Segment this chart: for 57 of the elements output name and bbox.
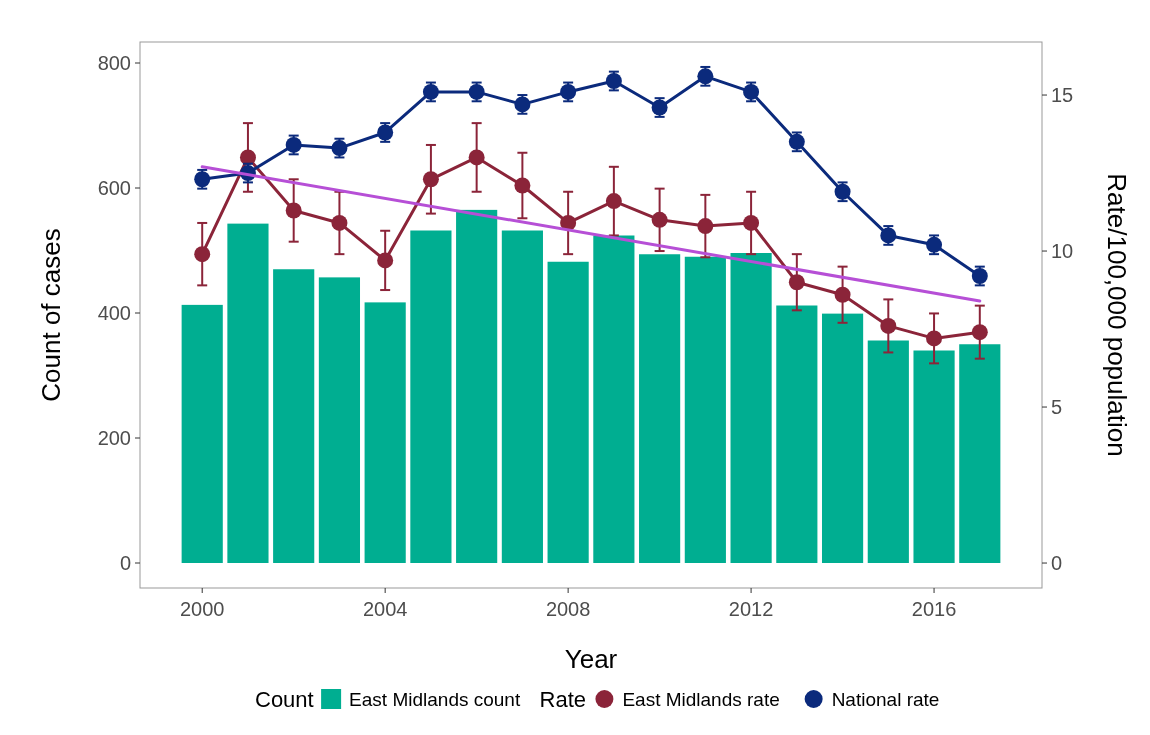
x-tick-label: 2012 bbox=[728, 598, 774, 620]
y-tick-label: 200 bbox=[97, 427, 131, 449]
x-tick-label: 2000 bbox=[179, 598, 225, 620]
point bbox=[377, 252, 394, 269]
bar bbox=[867, 340, 909, 563]
text: Count bbox=[255, 687, 314, 712]
y2-tick-label: 5 bbox=[1051, 396, 1063, 419]
point bbox=[331, 214, 348, 231]
bar bbox=[501, 230, 543, 563]
point bbox=[239, 149, 256, 166]
bar bbox=[730, 253, 772, 563]
point bbox=[194, 246, 211, 263]
bar bbox=[456, 209, 498, 563]
bar bbox=[593, 235, 635, 563]
point bbox=[285, 202, 302, 219]
x-tick-label: 2004 bbox=[362, 598, 408, 620]
y2-tick-label: 0 bbox=[1051, 552, 1063, 575]
bar bbox=[318, 277, 361, 563]
legend-label: National rate bbox=[831, 689, 940, 710]
bar bbox=[181, 304, 223, 563]
bar bbox=[364, 302, 406, 563]
y2-axis-title: Rate/100,000 population bbox=[1102, 173, 1132, 457]
point bbox=[697, 218, 714, 235]
x-tick-label: 2016 bbox=[911, 598, 957, 620]
y-tick-label: 600 bbox=[97, 177, 131, 199]
y-tick-label: 800 bbox=[97, 52, 131, 74]
legend-label: East Midlands count bbox=[349, 689, 521, 710]
point bbox=[971, 324, 988, 341]
point bbox=[743, 214, 760, 231]
point bbox=[880, 317, 897, 334]
point bbox=[926, 330, 943, 347]
point bbox=[605, 193, 622, 210]
bar bbox=[410, 230, 452, 563]
bar bbox=[913, 350, 955, 563]
y-tick-label: 0 bbox=[119, 552, 131, 574]
bar bbox=[273, 269, 315, 563]
y2-tick-label: 10 bbox=[1051, 240, 1074, 263]
point bbox=[422, 171, 439, 188]
bar bbox=[821, 313, 864, 563]
bar bbox=[639, 254, 681, 563]
point bbox=[788, 274, 805, 291]
bar bbox=[776, 305, 818, 563]
x-tick-label: 2008 bbox=[545, 598, 591, 620]
bar bbox=[959, 344, 1001, 563]
point bbox=[651, 211, 668, 228]
x-axis-title: Year bbox=[564, 644, 618, 674]
legend-label: East Midlands rate bbox=[622, 689, 780, 710]
point bbox=[834, 286, 851, 303]
point bbox=[514, 177, 531, 194]
y-axis-title: Count of cases bbox=[36, 228, 66, 402]
bar bbox=[547, 261, 589, 563]
text: Rate bbox=[539, 687, 587, 712]
y-tick-label: 400 bbox=[97, 302, 131, 324]
point bbox=[468, 149, 485, 166]
bar bbox=[684, 256, 726, 563]
bar bbox=[227, 223, 269, 563]
y2-tick-label: 15 bbox=[1051, 84, 1074, 107]
